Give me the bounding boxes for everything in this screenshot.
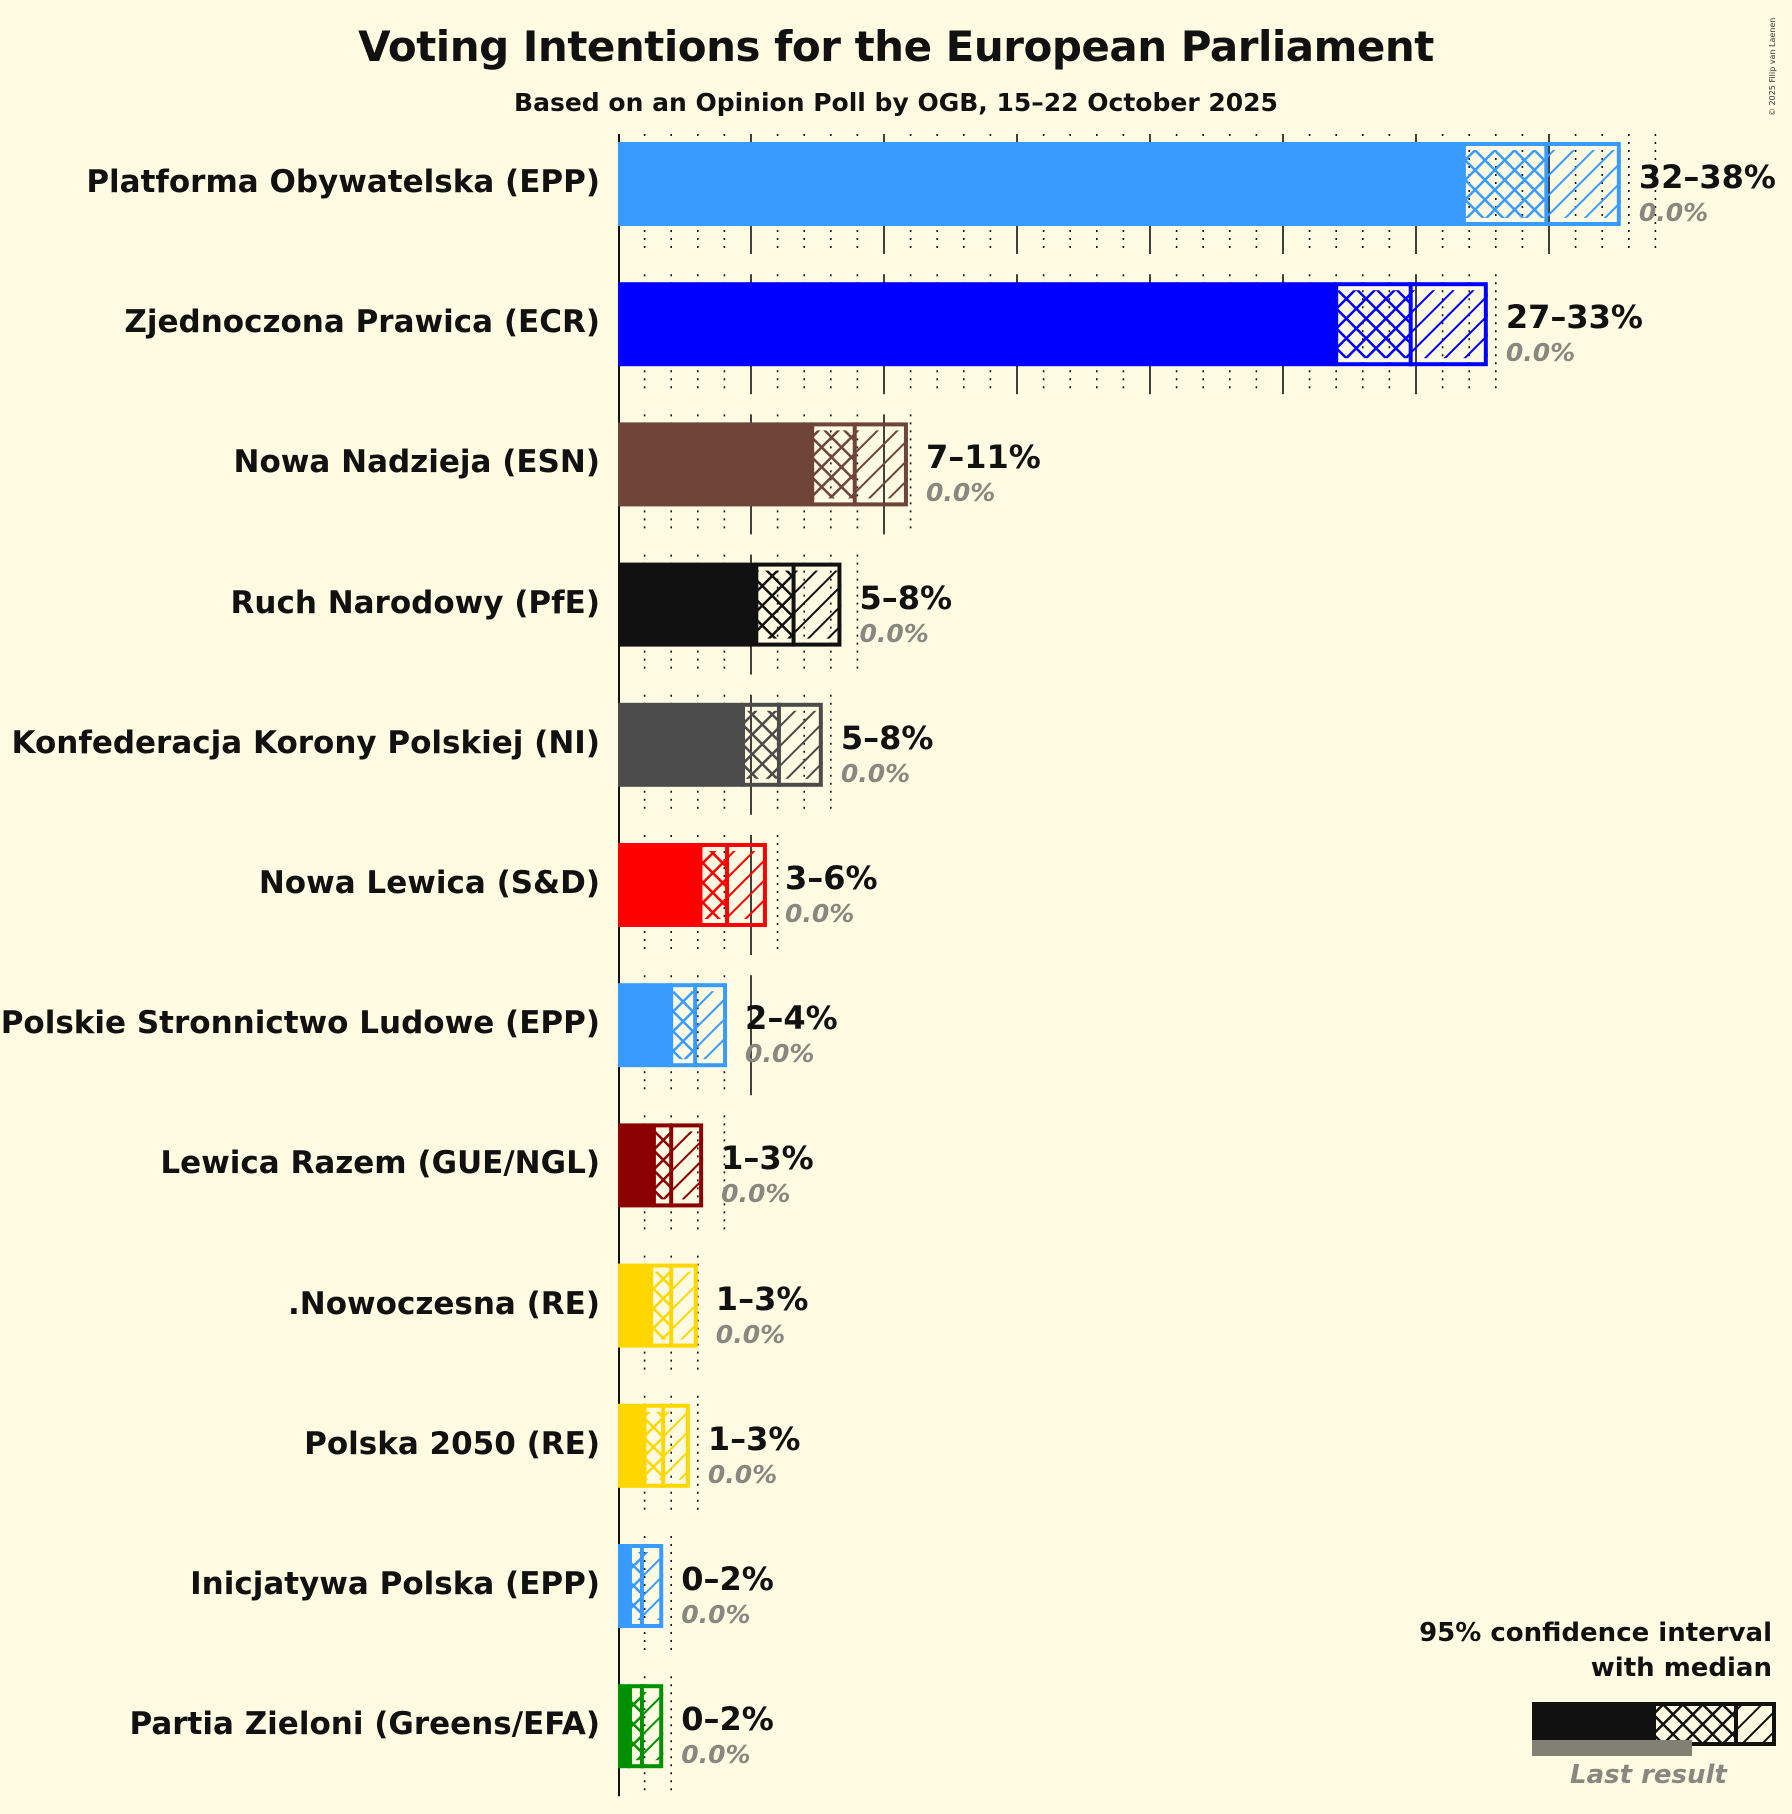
last-result-label: 0.0% [715, 1319, 786, 1349]
party-bar [618, 562, 842, 647]
last-result-label: 0.0% [840, 758, 911, 788]
last-result-label: 0.0% [925, 478, 996, 508]
party-label: Lewica Razem (GUE/NGL) [160, 1145, 600, 1182]
party-label: Partia Zieloni (Greens/EFA) [129, 1706, 600, 1743]
last-result-label: 0.0% [859, 618, 929, 648]
range-label: 7–11% [925, 438, 1041, 477]
party-label: Polska 2050 (RE) [304, 1425, 600, 1462]
party-label: Konfederacja Korony Polskiej (NI) [11, 724, 600, 761]
party-label: .Nowoczesna (RE) [287, 1285, 600, 1322]
legend-last-result-label: Last result [1570, 1760, 1727, 1790]
range-label: 27–33% [1505, 298, 1643, 337]
last-result-label: 0.0% [681, 1740, 751, 1770]
range-label: 32–38% [1638, 158, 1776, 196]
party-bar [618, 422, 908, 507]
party-bar [618, 1123, 704, 1208]
party-label: Ruch Narodowy (PfE) [230, 584, 600, 621]
party-label: Platforma Obywatelska (EPP) [86, 164, 600, 200]
legend-title: 95% confidence interval with median [1419, 1616, 1772, 1686]
range-label: 3–6% [784, 859, 878, 897]
range-label: 5–8% [840, 718, 934, 757]
party-bar [618, 1684, 664, 1769]
party-bar [618, 843, 767, 927]
legend-swatch [1532, 1702, 1776, 1756]
last-result-label: 0.0% [681, 1600, 751, 1629]
last-result-label: 0.0% [745, 1039, 815, 1069]
party-bar [618, 1544, 664, 1628]
party-bar [618, 1403, 690, 1488]
party-label: Nowa Nadzieja (ESN) [233, 444, 600, 481]
party-bar [618, 1263, 698, 1348]
last-result-label: 0.0% [1638, 198, 1709, 227]
party-label: Inicjatywa Polska (EPP) [190, 1566, 600, 1602]
last-result-label: 0.0% [1505, 338, 1576, 368]
party-bar [618, 983, 728, 1068]
chart-title: Voting Intentions for the European Parli… [358, 22, 1434, 71]
range-label: 2–4% [745, 999, 838, 1038]
range-label: 1–3% [715, 1279, 809, 1318]
legend-line-2: with median [1590, 1653, 1772, 1683]
range-label: 1–3% [707, 1419, 801, 1458]
range-label: 0–2% [681, 1560, 774, 1598]
range-label: 0–2% [681, 1700, 774, 1739]
party-label: Polskie Stronnictwo Ludowe (EPP) [0, 1005, 600, 1042]
range-label: 1–3% [721, 1139, 814, 1178]
party-label: Nowa Lewica (S&D) [258, 865, 600, 901]
party-bar [618, 142, 1621, 226]
last-result-label: 0.0% [784, 899, 855, 928]
range-label: 5–8% [859, 578, 953, 617]
party-bar [618, 702, 823, 787]
chart-subtitle: Based on an Opinion Poll by OGB, 15–22 O… [514, 88, 1278, 117]
party-label: Zjednoczona Prawica (ECR) [124, 304, 600, 341]
last-result-label: 0.0% [721, 1179, 791, 1209]
last-result-label: 0.0% [707, 1459, 778, 1489]
legend-line-1: 95% confidence interval [1419, 1618, 1772, 1648]
party-bar [618, 282, 1488, 367]
